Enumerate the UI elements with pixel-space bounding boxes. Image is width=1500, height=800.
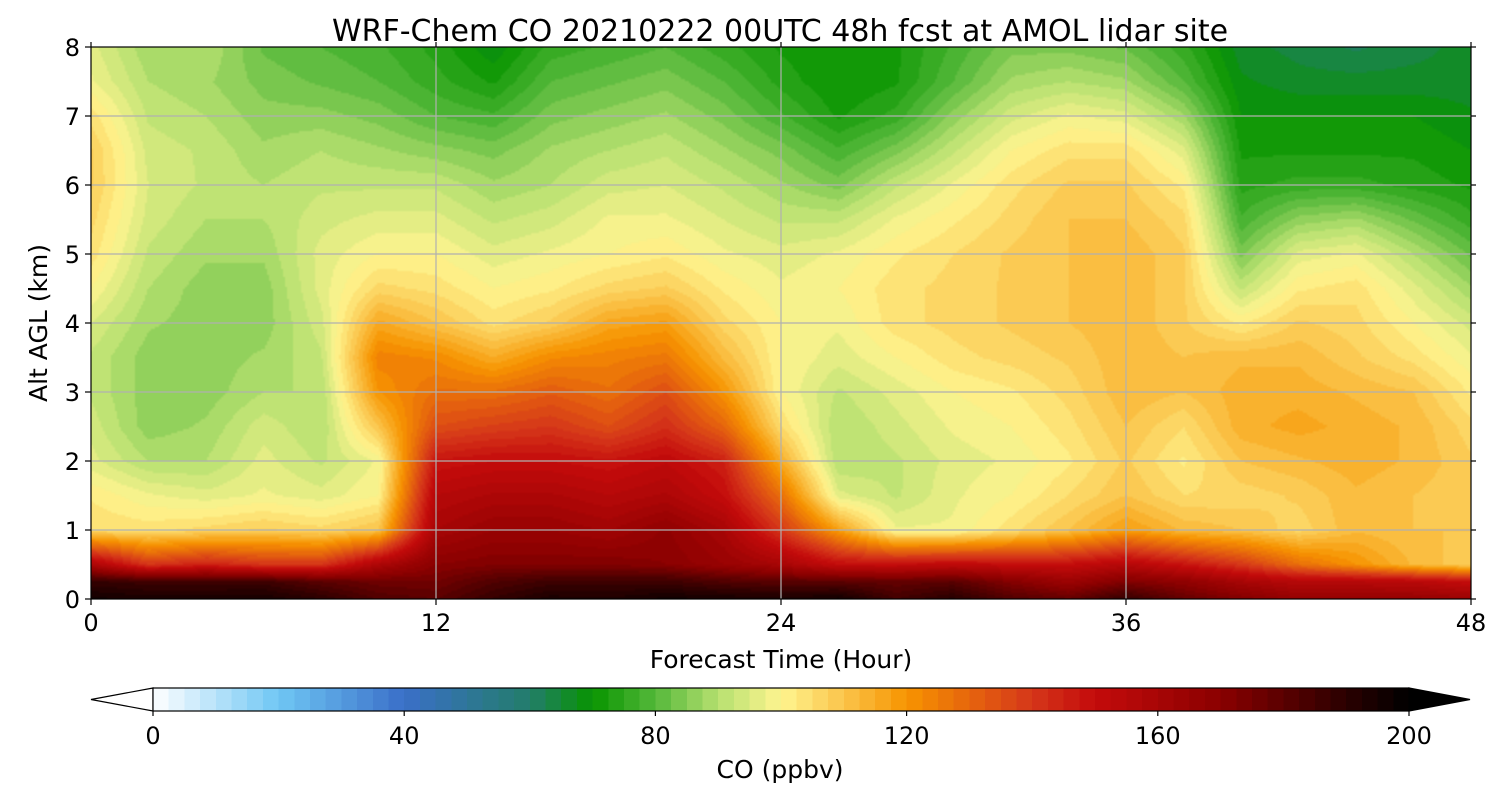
colorbar-tick-label: 0 <box>145 722 160 750</box>
colorbar-tick-label: 80 <box>640 722 671 750</box>
y-tick-label: 0 <box>65 586 80 614</box>
colorbar-tick-label: 40 <box>389 722 420 750</box>
y-tick-label: 1 <box>65 517 80 545</box>
x-tick-label: 36 <box>1111 609 1142 637</box>
x-tick-label: 24 <box>766 609 797 637</box>
colorbar-extend-high <box>1408 687 1471 712</box>
x-axis-label: Forecast Time (Hour) <box>650 645 913 674</box>
y-tick-label: 8 <box>65 34 80 62</box>
y-tick-label: 3 <box>65 379 80 407</box>
x-tick-label: 48 <box>1456 609 1487 637</box>
colorbar-tick-label: 160 <box>1135 722 1181 750</box>
colorbar-ticks: 0 40 80 120 160 200 <box>145 711 1432 750</box>
grid-lines <box>91 47 1471 599</box>
y-tick-label: 2 <box>65 448 80 476</box>
colorbar-gradient <box>152 687 1410 712</box>
x-tick-label: 12 <box>421 609 452 637</box>
y-tick-label: 7 <box>65 103 80 131</box>
x-tick-label: 0 <box>83 609 98 637</box>
chart-title: WRF-Chem CO 20210222 00UTC 48h fcst at A… <box>332 14 1228 49</box>
colorbar-tick-label: 200 <box>1386 722 1432 750</box>
colorbar-tick-label: 120 <box>884 722 930 750</box>
y-axis-label: Alt AGL (km) <box>24 244 53 402</box>
y-tick-label: 5 <box>65 241 80 269</box>
colorbar: 0 40 80 120 160 200 CO (ppbv) <box>90 687 1471 784</box>
y-tick-label: 4 <box>65 310 80 338</box>
colorbar-label: CO (ppbv) <box>717 755 844 784</box>
y-tick-label: 6 <box>65 172 80 200</box>
colorbar-extend-low <box>90 687 154 712</box>
